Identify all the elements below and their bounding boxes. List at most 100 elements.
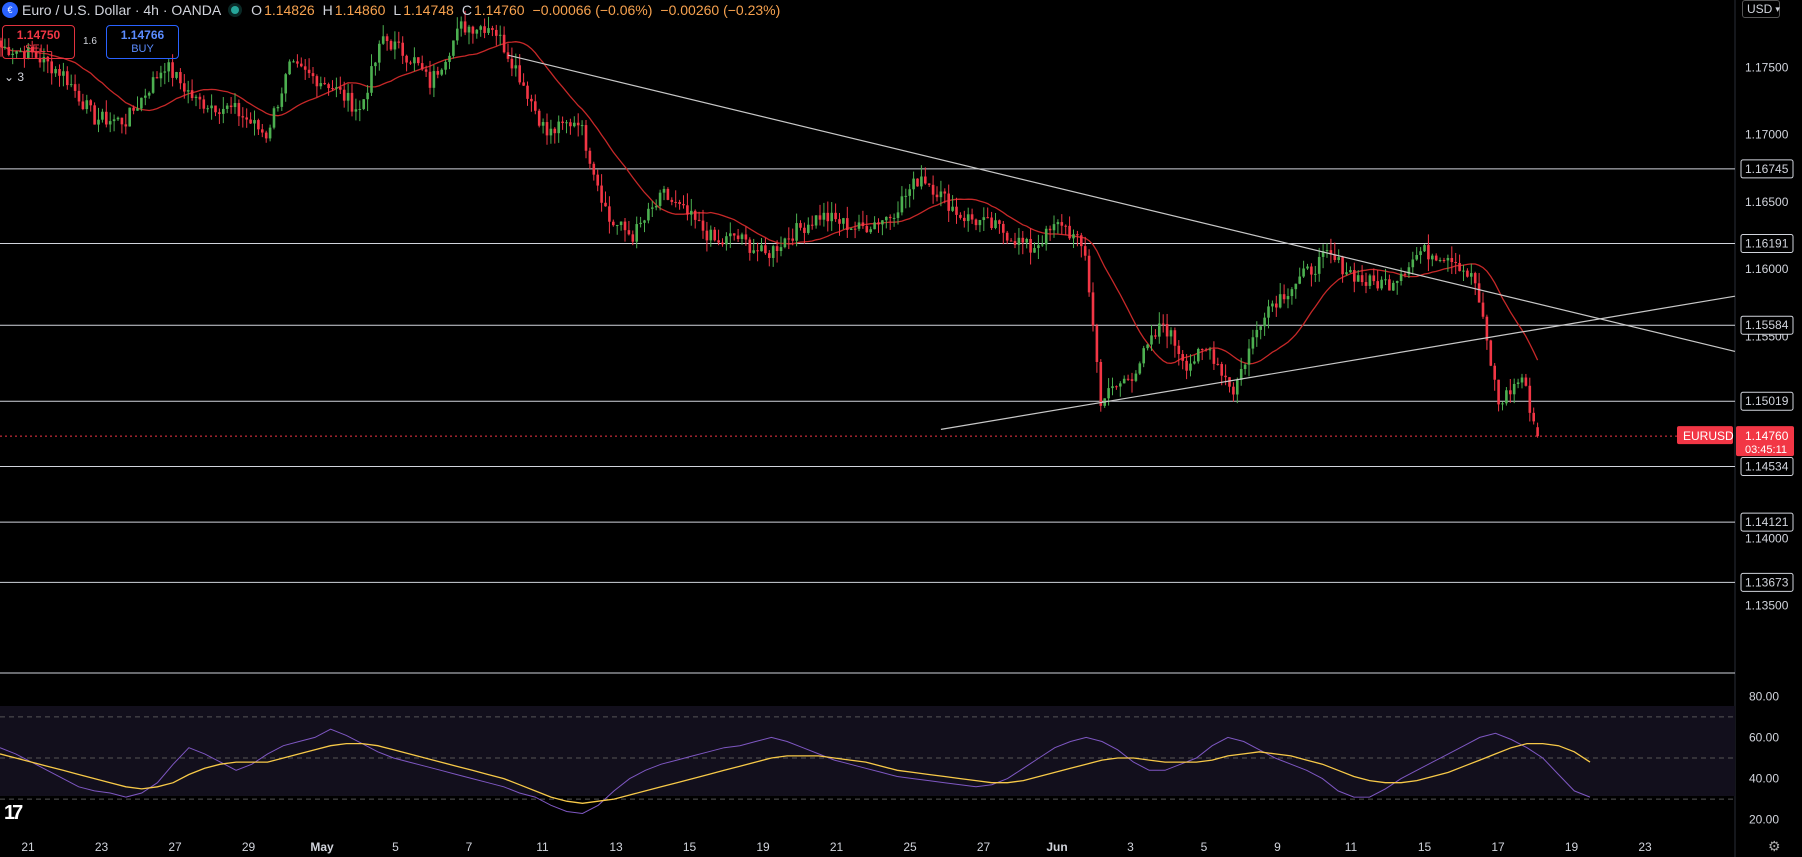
candle-body [1228,377,1231,387]
candle-body [924,176,927,184]
candle-body [339,87,342,90]
candle-body [389,41,393,50]
candle-body [27,46,30,59]
candle-body [927,183,931,185]
candle-body [46,56,50,62]
candle-body [959,214,962,218]
indicators-count: 3 [17,70,25,84]
symbol-header: € Euro / U.S. Dollar · 4h · OANDA O 1.148… [0,0,788,20]
candle-body [1376,281,1379,289]
candle-body [588,150,592,164]
candle-body [1509,390,1512,395]
buy-button[interactable]: 1.14766 BUY [106,25,179,59]
candle-body [1216,363,1220,365]
candle-body [615,225,619,227]
candle-body [612,221,615,226]
candle-body [729,233,732,237]
candle-body [725,236,728,245]
candle-body [1345,272,1348,275]
candle-body [549,128,553,136]
candle-body [1290,289,1294,297]
candle-body [1364,282,1368,286]
price-axis-tick-label: 1.13500 [1745,599,1789,613]
candle-body [1438,259,1442,261]
buy-price: 1.14766 [120,28,165,42]
close-label: C [461,2,472,18]
candle-body [1473,273,1477,284]
candle-body [183,83,186,92]
candle-body [651,207,654,209]
candle-body [354,109,358,112]
candle-body [1415,255,1418,260]
symbol-title[interactable]: Euro / U.S. Dollar · 4h · OANDA [22,2,222,18]
candle-body [756,250,759,252]
candle-body [97,119,100,125]
candle-body [210,105,213,109]
gear-icon[interactable]: ⚙ [1768,838,1781,854]
sell-button[interactable]: 1.14750 SELL [2,25,75,59]
candle-body [479,26,482,30]
candle-body [272,108,276,128]
candle-body [807,224,810,233]
candle-body [300,63,303,67]
candle-body [23,51,26,59]
candle-body [350,92,354,112]
trendline-descending [507,54,1736,353]
candle-body [331,88,334,90]
candle-body [1091,292,1095,326]
candle-body [849,228,853,230]
candle-body [1431,255,1434,260]
candle-body [584,125,588,151]
candle-body [573,122,576,127]
high-label: H [322,2,333,18]
currency-button[interactable]: USD ▾ [1742,0,1780,18]
candle-body [795,223,798,241]
candle-body [171,62,174,78]
candle-body [604,202,607,207]
candle-body [1454,261,1457,264]
trendline-ascending [940,295,1736,430]
candle-body [101,111,104,120]
candle-body [939,191,943,198]
rsi-band [0,706,1735,796]
candle-body [1306,266,1309,269]
candle-body [346,92,350,101]
candle-body [1115,386,1118,388]
candle-body [381,36,385,44]
candle-body [510,58,514,69]
candle-body [888,216,892,219]
candle-body [237,103,241,117]
candle-body [1080,235,1083,247]
candle-body [1247,348,1251,365]
candle-body [1384,279,1387,281]
candle-body [253,120,256,124]
time-axis-tick-label: 21 [830,840,844,854]
candle-body [307,69,311,74]
candle-body [1232,386,1235,395]
candle-body [409,62,412,64]
candle-body [1029,238,1032,253]
time-axis-tick-label: Jun [1046,840,1067,854]
candle-body [288,61,291,75]
candle-body [1505,390,1508,404]
candle-body [647,208,650,221]
indicators-toggle-button[interactable]: ⌄ 3 [0,67,28,87]
candle-body [974,219,978,226]
candle-body [1107,388,1110,399]
candle-body [1099,361,1103,406]
candle-body [1341,257,1344,275]
candle-body [186,90,190,92]
candle-body [1403,273,1407,275]
price-axis-tick-label: 1.17500 [1745,60,1789,74]
tradingview-logo-icon[interactable]: 17 [4,802,23,824]
candle-body [846,218,849,230]
candle-body [1458,263,1461,272]
candle-body [853,228,857,230]
candle-body [537,110,541,126]
candle-body [202,99,206,109]
market-open-indicator [231,6,240,14]
candle-body [1165,323,1169,337]
time-axis-tick-label: 5 [392,840,399,854]
candle-body [779,247,783,251]
